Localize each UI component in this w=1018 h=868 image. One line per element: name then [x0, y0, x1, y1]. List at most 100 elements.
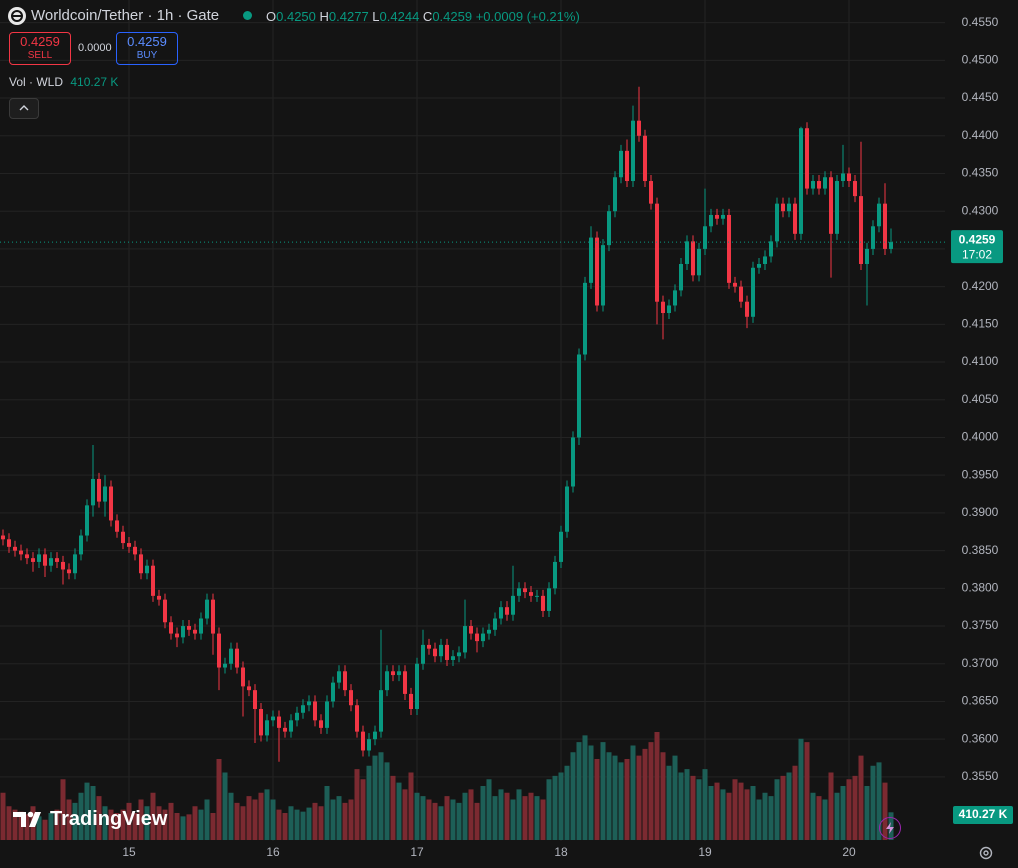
candle-body [271, 716, 275, 721]
candle-body [499, 607, 503, 619]
volume-bar [582, 735, 588, 840]
candle-body [157, 595, 161, 600]
volume-bar [150, 792, 156, 840]
candle-body [757, 263, 761, 268]
candle-body [817, 181, 821, 189]
candle-body [319, 720, 323, 728]
y-tick-label: 0.3750 [962, 618, 999, 632]
volume-bar [78, 792, 84, 840]
volume-bar [504, 792, 510, 840]
candle-body [397, 671, 401, 676]
candle-body [421, 644, 425, 664]
sell-button[interactable]: 0.4259 SELL [9, 32, 71, 65]
candle-body [559, 531, 563, 562]
candle-body [457, 652, 461, 657]
ohlc-legend: O0.4250 H0.4277 L0.4244 C0.4259 +0.0009 … [266, 9, 580, 24]
candle-body [247, 686, 251, 691]
volume-bar [768, 796, 774, 840]
volume-bar [720, 789, 726, 840]
candle-body [91, 478, 95, 506]
volume-bar [156, 806, 162, 840]
x-tick-label: 20 [842, 845, 856, 859]
collapse-button[interactable] [9, 98, 39, 119]
volume-bar [132, 813, 138, 840]
volume-bar [342, 802, 348, 840]
volume-bar [36, 816, 42, 840]
settings-icon[interactable] [978, 845, 994, 861]
candle-body [691, 241, 695, 276]
volume-bar [282, 813, 288, 840]
volume-bar [498, 789, 504, 840]
candle-body [73, 554, 77, 574]
candle-body [373, 731, 377, 740]
ohlc-key: L [372, 9, 380, 24]
candle-body [715, 214, 719, 219]
candle-body [853, 181, 857, 197]
candle-body [37, 554, 41, 562]
volume-bar [756, 799, 762, 840]
volume-bar [360, 779, 366, 840]
candle-body [403, 671, 407, 694]
volume-bar [570, 752, 576, 840]
volume-bar [234, 802, 240, 840]
volume-bar [714, 782, 720, 840]
volume-bar [552, 775, 558, 840]
volume-bar [834, 792, 840, 840]
candle-body [619, 150, 623, 178]
volume-bar [144, 806, 150, 840]
volume-bar [222, 772, 228, 840]
volume-tag [953, 806, 1013, 824]
branding[interactable]: TradingView [12, 806, 167, 832]
volume-bar [648, 742, 654, 840]
volume-bar [870, 765, 876, 840]
candle-body [193, 629, 197, 634]
volume-bar [564, 765, 570, 840]
y-tick-label: 0.4000 [962, 430, 999, 444]
buy-price: 0.4259 [127, 34, 167, 49]
candle-body [379, 690, 383, 732]
volume-bar [366, 765, 372, 840]
volume-bar [630, 745, 636, 840]
volume-bar [48, 813, 54, 840]
candle-body [685, 241, 689, 264]
ohlc-key: O [266, 9, 277, 24]
volume-bar [186, 814, 192, 840]
volume-bar [576, 742, 582, 840]
volume-bar [852, 775, 858, 840]
volume-bar [6, 806, 12, 840]
candle-body [451, 656, 455, 660]
volume-bar [780, 775, 786, 840]
candle-body [187, 626, 191, 630]
candle-body [625, 150, 629, 182]
volume-bar [432, 802, 438, 840]
candle-body [511, 595, 515, 615]
candle-body [577, 354, 581, 438]
volume-bar [258, 792, 264, 840]
volume-bar [540, 799, 546, 840]
candle-body [649, 181, 653, 204]
symbol-title[interactable]: Worldcoin/Tether · 1h · Gate [31, 7, 220, 24]
symbol-logo[interactable] [7, 6, 27, 26]
candle-body [799, 128, 803, 234]
volume-bar [276, 809, 282, 840]
candle-body [277, 716, 281, 728]
x-tick-label: 16 [266, 845, 280, 859]
volume-bar [744, 789, 750, 840]
y-tick-label: 0.4300 [962, 203, 999, 217]
y-tick-label: 0.4350 [962, 166, 999, 180]
volume-bar [486, 779, 492, 840]
candle-body [139, 554, 143, 574]
candle-body [865, 248, 869, 264]
volume-bar [192, 806, 198, 840]
buy-label: BUY [136, 50, 158, 61]
alert-button[interactable] [879, 817, 901, 839]
volume-bar [66, 799, 72, 840]
volume-bar [306, 807, 312, 840]
candle-body [43, 554, 47, 566]
buy-button[interactable]: 0.4259 BUY [116, 32, 178, 65]
candle-body [595, 237, 599, 306]
candle-body [199, 618, 203, 634]
y-tick-label: 0.3900 [962, 505, 999, 519]
volume-bar [336, 796, 342, 840]
